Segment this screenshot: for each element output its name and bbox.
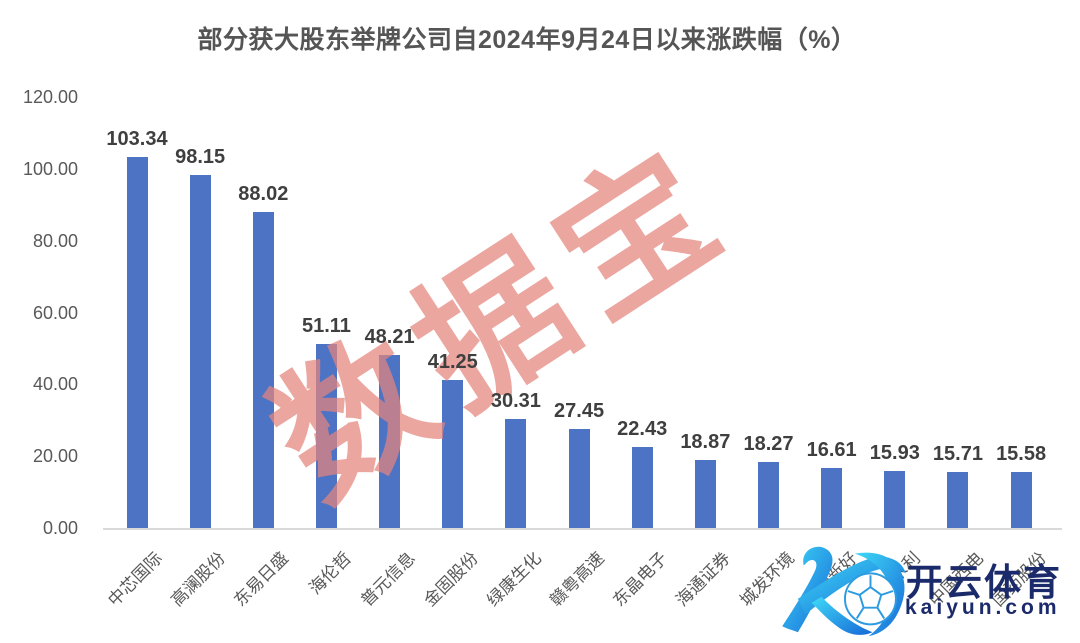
bar: [694, 460, 716, 528]
y-axis-tick-label: 60.00: [32, 302, 78, 323]
bar-value-label: 98.15: [175, 146, 226, 169]
y-axis-tick-label: 100.00: [22, 158, 78, 179]
bar: [884, 470, 906, 528]
bar-value-label: 27.45: [554, 400, 605, 423]
bar: [1010, 472, 1032, 528]
x-axis-category-label: 东易日盛: [230, 548, 293, 611]
bar: [947, 471, 969, 528]
kaiyun-brand-url: kaiyun.com: [905, 596, 1061, 619]
bar: [821, 468, 843, 528]
bar-value-label: 30.31: [490, 390, 541, 413]
bar: [758, 462, 779, 528]
kaiyun-logo[interactable]: 开云体育 kaiyun.com: [766, 538, 1080, 643]
bar: [189, 175, 211, 528]
x-axis-category-label: 金固股份: [420, 548, 482, 611]
bar-value-label: 51.11: [301, 315, 351, 338]
y-axis-tick-label: 20.00: [32, 446, 78, 467]
bar: [442, 379, 464, 528]
football-icon: [844, 572, 897, 626]
bar-value-label: 18.87: [680, 431, 731, 454]
bar-value-label: 48.21: [364, 325, 415, 348]
kaiyun-brand-name: 开云体育: [906, 562, 1062, 603]
x-axis-category-label: 中芯国际: [104, 548, 166, 611]
chart-title: 部分获大股东举牌公司自2024年9月24日以来涨跌幅（%）: [197, 26, 857, 54]
x-axis-category-label: 海伦哲: [305, 548, 356, 599]
bar: [631, 447, 653, 528]
bar-value-label: 22.43: [617, 418, 668, 441]
bar: [379, 354, 401, 528]
bar-value-label: 16.61: [806, 439, 857, 462]
bar: [568, 429, 590, 528]
bar: [505, 419, 527, 528]
x-axis-category-label: 高澜股份: [167, 548, 230, 611]
bar-value-label: 103.34: [106, 127, 168, 150]
y-axis-tick-label: 40.00: [32, 374, 78, 395]
kaiyun-k-football-icon: [782, 546, 906, 637]
bar-value-label: 15.71: [932, 442, 983, 465]
bar: [126, 156, 148, 528]
x-axis-line: [103, 528, 1062, 530]
y-axis-tick-label: 0.00: [42, 518, 78, 538]
x-axis-category-label: 海通证券: [672, 548, 735, 611]
y-axis-tick-label: 80.00: [32, 230, 78, 251]
bar-value-label: 18.27: [743, 433, 794, 456]
y-axis-tick-label: 120.00: [22, 87, 78, 107]
x-axis-category-label: 赣粤高速: [546, 548, 609, 611]
bar-value-label: 15.58: [996, 443, 1047, 466]
x-axis-category-label: 东晶电子: [609, 548, 672, 611]
bar: [252, 211, 274, 528]
bar-value-label: 41.25: [427, 350, 478, 373]
x-axis-category-label: 普元信息: [357, 548, 419, 611]
x-axis-category-label: 绿康生化: [483, 548, 545, 611]
bar: [315, 344, 337, 528]
bar-value-label: 15.93: [869, 441, 920, 464]
bar-value-label: 88.02: [238, 182, 289, 205]
